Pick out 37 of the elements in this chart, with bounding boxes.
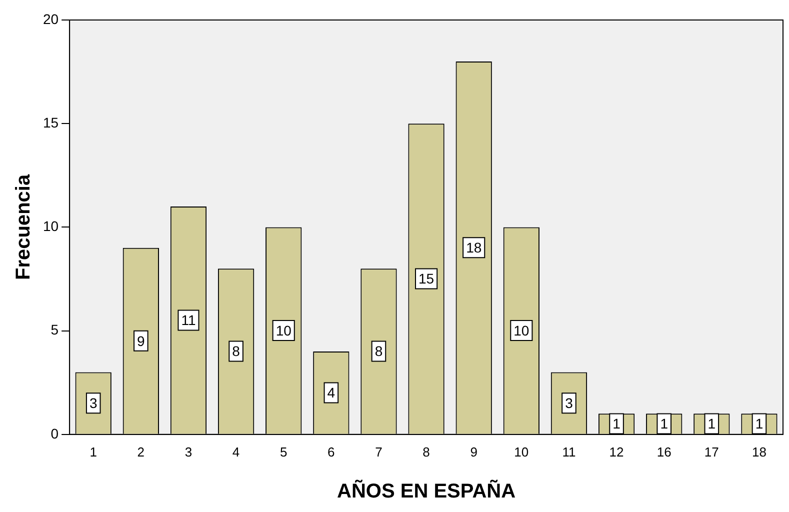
y-tick-label: 10 xyxy=(42,218,59,234)
x-tick-label: 2 xyxy=(137,444,145,460)
x-tick-label: 3 xyxy=(184,444,192,460)
x-tick-label: 18 xyxy=(752,444,766,460)
data-label: 3 xyxy=(89,394,98,411)
data-label: 15 xyxy=(418,270,434,287)
x-tick-label: 10 xyxy=(514,444,529,460)
y-axis-title: Frecuencia xyxy=(12,174,35,280)
x-tick-label: 6 xyxy=(328,444,335,460)
y-tick-label: 5 xyxy=(50,322,59,338)
data-label: 1 xyxy=(612,416,621,432)
data-label: 1 xyxy=(755,416,764,432)
y-tick-label: 15 xyxy=(42,114,59,130)
data-label: 10 xyxy=(514,322,530,338)
data-label: 1 xyxy=(660,416,668,432)
x-axis-title: AÑOS EN ESPAÑA xyxy=(337,480,516,503)
data-label: 1 xyxy=(708,416,716,432)
data-label: 9 xyxy=(137,332,146,349)
y-tick-label: 0 xyxy=(50,425,59,442)
x-tick-label: 1 xyxy=(90,444,97,460)
data-label: 10 xyxy=(276,322,292,338)
x-tick-label: 11 xyxy=(562,444,576,460)
data-label: 8 xyxy=(374,343,383,360)
data-label: 4 xyxy=(327,384,336,401)
x-tick-label: 9 xyxy=(470,444,478,460)
x-tick-label: 8 xyxy=(422,444,430,460)
data-label: 3 xyxy=(565,394,574,411)
x-tick-label: 16 xyxy=(656,444,672,460)
data-label: 18 xyxy=(466,240,482,256)
y-tick-label: 20 xyxy=(42,10,59,27)
x-tick-label: 12 xyxy=(609,444,624,460)
x-tick-label: 5 xyxy=(280,444,288,460)
x-tick-label: 4 xyxy=(232,444,240,460)
data-label: 11 xyxy=(181,312,196,328)
data-label: 8 xyxy=(232,343,240,360)
x-tick-label: 7 xyxy=(375,444,382,460)
x-tick-label: 17 xyxy=(704,444,719,460)
